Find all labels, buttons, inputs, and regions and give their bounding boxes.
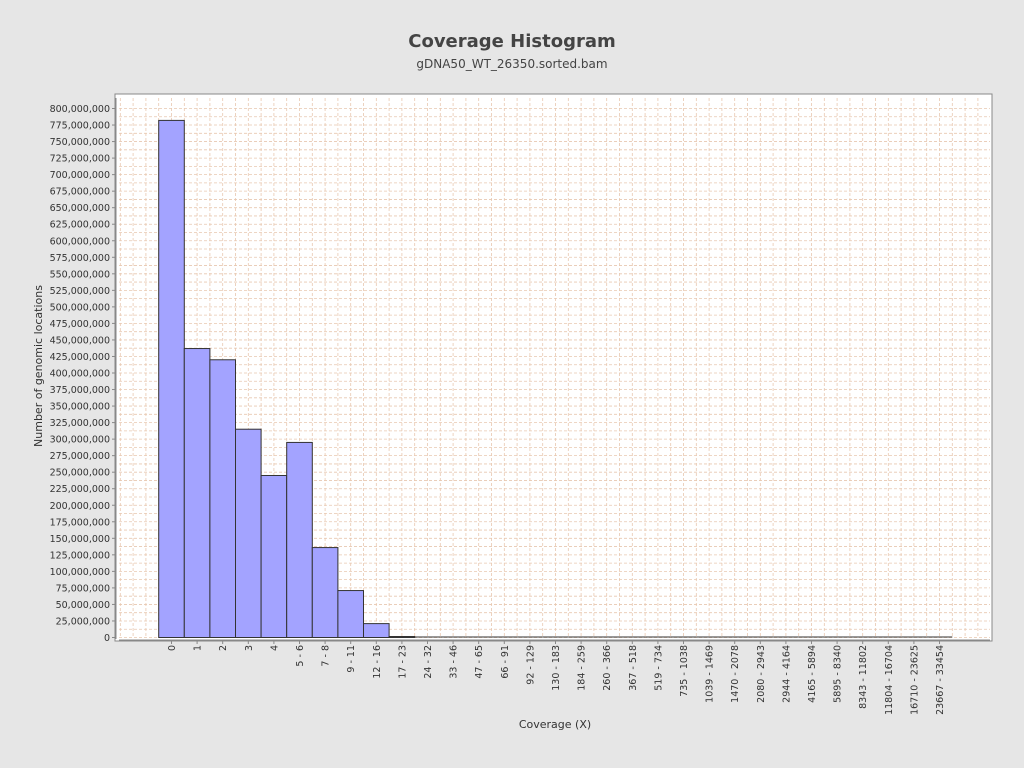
x-tick-label: 2	[218, 645, 229, 651]
x-tick-label: 66 - 91	[500, 645, 511, 679]
x-tick-label: 367 - 518	[628, 645, 639, 691]
y-tick-label: 725,000,000	[50, 154, 110, 165]
histogram-bar	[311, 547, 339, 639]
y-tick-label: 175,000,000	[50, 517, 110, 528]
x-tick-label: 47 - 65	[474, 645, 485, 679]
x-tick-label: 0	[167, 645, 178, 651]
y-tick-label: 475,000,000	[50, 319, 110, 330]
x-tick-label: 1039 - 1469	[705, 645, 716, 703]
y-tick-label: 50,000,000	[56, 600, 110, 611]
histogram-bar	[363, 623, 390, 639]
x-tick-label: 5 - 6	[295, 645, 306, 667]
y-tick-label: 650,000,000	[50, 203, 110, 214]
x-tick-label: 1	[193, 645, 204, 651]
y-tick-label: 775,000,000	[50, 121, 110, 132]
y-tick-label: 75,000,000	[56, 583, 110, 594]
y-tick-label: 800,000,000	[50, 104, 110, 115]
chart-subtitle: gDNA50_WT_26350.sorted.bam	[416, 57, 608, 71]
y-tick-label: 150,000,000	[50, 534, 110, 545]
x-tick-label: 4	[269, 645, 280, 651]
y-tick-label: 700,000,000	[50, 170, 110, 181]
x-tick-label: 184 - 259	[577, 645, 588, 691]
x-tick-label: 260 - 366	[602, 645, 613, 691]
y-tick-label: 325,000,000	[50, 418, 110, 429]
x-tick-label: 7 - 8	[321, 645, 332, 667]
y-tick-label: 525,000,000	[50, 286, 110, 297]
x-tick-label: 1470 - 2078	[730, 645, 741, 703]
x-tick-label: 17 - 23	[397, 645, 408, 679]
histogram-bar	[183, 348, 211, 638]
y-tick-label: 200,000,000	[50, 501, 110, 512]
y-axis-label: Number of genomic locations	[32, 285, 45, 447]
x-tick-label: 735 - 1038	[679, 645, 690, 697]
y-tick-label: 750,000,000	[50, 137, 110, 148]
y-tick-label: 425,000,000	[50, 352, 110, 363]
x-tick-label: 24 - 32	[423, 645, 434, 679]
y-tick-label: 600,000,000	[50, 236, 110, 247]
x-tick-label: 5895 - 8340	[833, 645, 844, 703]
x-tick-label: 8343 - 11802	[858, 645, 869, 709]
y-tick-label: 0	[104, 633, 110, 644]
y-tick-label: 375,000,000	[50, 385, 110, 396]
histogram-bar	[158, 119, 185, 638]
histogram-bar	[388, 636, 416, 638]
y-tick-label: 250,000,000	[50, 468, 110, 479]
y-tick-label: 625,000,000	[50, 220, 110, 231]
histogram-bar	[337, 590, 364, 639]
x-tick-label: 4165 - 5894	[807, 645, 818, 703]
y-tick-label: 25,000,000	[56, 616, 110, 627]
y-tick-label: 100,000,000	[50, 567, 110, 578]
x-tick-label: 23667 - 33454	[935, 645, 946, 715]
y-tick-label: 350,000,000	[50, 402, 110, 413]
y-tick-label: 550,000,000	[50, 269, 110, 280]
y-tick-label: 400,000,000	[50, 369, 110, 380]
x-tick-label: 9 - 11	[346, 645, 357, 673]
x-tick-label: 3	[244, 645, 255, 651]
x-tick-label: 2080 - 2943	[756, 645, 767, 703]
y-tick-label: 575,000,000	[50, 253, 110, 264]
x-tick-label: 2944 - 4164	[781, 645, 792, 703]
histogram-bar	[286, 441, 313, 638]
x-tick-label: 12 - 16	[372, 645, 383, 679]
x-tick-label: 16710 - 23625	[909, 645, 920, 715]
x-tick-label: 130 - 183	[551, 645, 562, 691]
y-tick-label: 500,000,000	[50, 302, 110, 313]
y-tick-label: 225,000,000	[50, 484, 110, 495]
x-tick-label: 92 - 129	[525, 645, 536, 685]
y-tick-label: 125,000,000	[50, 550, 110, 561]
y-tick-label: 675,000,000	[50, 187, 110, 198]
x-tick-label: 519 - 734	[653, 645, 664, 691]
x-tick-label: 33 - 46	[449, 645, 460, 679]
chart-title: Coverage Histogram	[408, 31, 616, 52]
y-tick-label: 300,000,000	[50, 435, 110, 446]
y-tick-label: 450,000,000	[50, 335, 110, 346]
histogram-bar	[235, 428, 262, 638]
x-axis-label: Coverage (X)	[519, 718, 591, 731]
histogram-bar	[260, 474, 288, 638]
x-tick-label: 11804 - 16704	[884, 645, 895, 715]
histogram-bar	[209, 359, 236, 638]
y-tick-label: 275,000,000	[50, 451, 110, 462]
